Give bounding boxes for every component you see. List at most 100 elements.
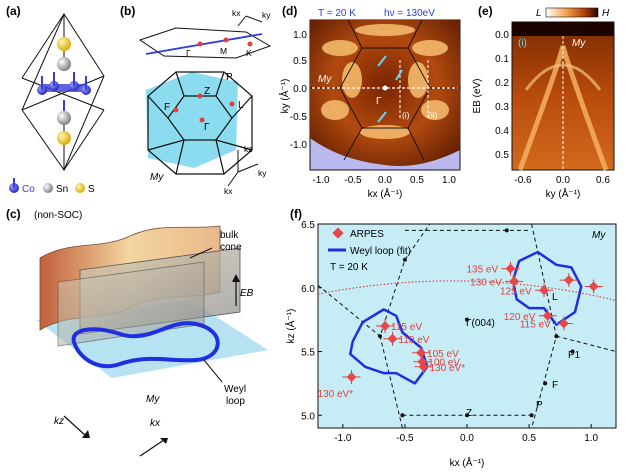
panel-a-label: (a)	[6, 4, 21, 18]
sn-atom-icon	[43, 183, 53, 193]
panel-a: (a) Co	[6, 4, 105, 195]
svg-text:0.2: 0.2	[495, 78, 509, 89]
c-kz-axis: kz	[54, 416, 64, 427]
panel-c: (c) (non-SOC) EB bulk cone Weyl loop My …	[6, 207, 268, 457]
svg-text:0.3: 0.3	[495, 102, 509, 113]
legend-sn: Sn	[56, 184, 68, 195]
f-energy-label: 105 eV	[427, 349, 459, 360]
f-legend-arpes: ARPES	[350, 229, 384, 240]
c-loop-label: loop	[226, 396, 245, 407]
svg-text:-0.5: -0.5	[344, 175, 362, 186]
f-ytick-label: 6.0	[301, 284, 315, 295]
panel-b: (b) Γ M K kx ky	[120, 4, 271, 196]
d-temperature: T = 20 K	[318, 8, 356, 19]
b-gamma-top: Γ	[186, 48, 191, 58]
s-atom-icon	[75, 183, 85, 193]
svg-text:0.5: 0.5	[495, 150, 509, 161]
f-kz-curve	[317, 280, 617, 302]
legend-co: Co	[22, 184, 35, 195]
f-bz-point-labels: L Γ(004) P1 F Z P	[466, 292, 581, 419]
b-ky-top: ky	[262, 10, 271, 20]
svg-text:0.0: 0.0	[293, 84, 307, 95]
f-arpes-point	[387, 333, 398, 344]
svg-text:-0.6: -0.6	[514, 175, 532, 186]
f-arpes-point	[539, 285, 549, 296]
svg-text:0.0: 0.0	[378, 175, 392, 186]
f-energy-label: 100 eV	[428, 358, 460, 369]
e-plane-label: My	[572, 38, 586, 49]
b-z-point: Z	[204, 86, 210, 97]
b-ky-axis: ky	[258, 168, 267, 178]
atoms	[37, 37, 91, 145]
f-ylabel: kz (Å⁻¹)	[284, 309, 297, 344]
svg-text:0.5: 0.5	[293, 56, 307, 67]
c-kx-axis: kx	[150, 418, 161, 429]
d-photon-energy: hν = 130eV	[384, 8, 435, 19]
b-kx-top: kx	[232, 8, 241, 18]
f-ytick-label: 5.5	[301, 348, 315, 359]
svg-text:Z: Z	[466, 408, 472, 419]
f-xtick-label: 0.0	[460, 433, 474, 444]
b-kz-axis: kz	[244, 144, 253, 154]
hexagon-top: Γ M K kx ky	[138, 8, 271, 59]
panel-e: (e) L H (i) My 0.0 0.1 0.2 0.3 0.4 0.5 -…	[472, 4, 615, 200]
f-arpes-point	[542, 310, 553, 321]
c-bulk-label: bulk	[220, 230, 239, 241]
svg-text:0.1: 0.1	[495, 54, 509, 65]
d-xlabel: kx (Å⁻¹)	[368, 187, 403, 200]
e-yticks: 0.0 0.1 0.2 0.3 0.4 0.5	[495, 30, 509, 161]
f-xtick-label: 1.0	[584, 433, 598, 444]
svg-text:P1: P1	[568, 350, 581, 361]
b-k-point: K	[246, 48, 252, 58]
e-xlabel: ky (Å⁻¹)	[546, 187, 581, 200]
f-energy-label: 115 eV	[520, 319, 551, 330]
e-cbar-low: L	[536, 8, 542, 19]
panel-d-label: (d)	[282, 4, 297, 18]
panel-c-label: (c)	[6, 207, 21, 221]
f-temperature: T = 20 K	[330, 262, 368, 273]
svg-text:-0.5: -0.5	[290, 112, 308, 123]
legend-s: S	[88, 184, 95, 195]
svg-text:0.5: 0.5	[410, 175, 424, 186]
f-ytick-label: 6.5	[301, 220, 315, 231]
b-gamma-point: Γ	[204, 122, 210, 133]
e-colorbar	[545, 7, 599, 18]
svg-text:0.4: 0.4	[495, 126, 509, 137]
d-fermi-map	[310, 20, 460, 166]
c-energy-label: EB	[240, 288, 254, 299]
panel-f-label: (f)	[290, 207, 302, 221]
d-xticks: -1.0 -0.5 0.0 0.5 1.0	[312, 175, 456, 186]
f-energy-label: 115 eV	[391, 322, 422, 333]
f-arpes-point	[346, 372, 357, 382]
d-cut-ii: (ii)	[428, 110, 438, 120]
f-arpes-point	[509, 276, 520, 287]
svg-text:-1.0: -1.0	[312, 175, 330, 186]
b-kx-axis: kx	[224, 186, 233, 196]
b-f-point: F	[164, 102, 170, 113]
svg-text:L: L	[552, 292, 558, 303]
f-energy-label: 130 eV*	[430, 363, 466, 374]
f-arpes-point	[418, 361, 429, 372]
f-legend-arpes-icon	[332, 227, 344, 239]
e-cbar-high: H	[602, 8, 610, 19]
c-weyl-label: Weyl	[224, 384, 246, 395]
c-cone-label: cone	[220, 242, 242, 253]
svg-text:P: P	[536, 400, 543, 411]
f-ticks: -1.0 -0.5 0.0 0.5 1.0 6.5 6.0 5.5 5.0	[301, 220, 598, 444]
f-xlabel: kx (Å⁻¹)	[450, 456, 485, 469]
e-ylabel: EB (eV)	[472, 78, 483, 113]
f-legend-fit: Weyl loop (fit)	[350, 246, 411, 257]
b-m-point: M	[220, 46, 227, 56]
f-ytick-label: 5.0	[301, 411, 315, 422]
f-energy-label: 125 eV	[500, 286, 532, 297]
f-xtick-label: -0.5	[396, 433, 414, 444]
c-non-soc: (non-SOC)	[34, 210, 82, 221]
f-energy-label: 110 eV	[399, 335, 430, 346]
d-map-features	[321, 24, 449, 139]
svg-text:Γ(004): Γ(004)	[466, 318, 495, 329]
b-l-point: L	[238, 100, 244, 111]
svg-text:0.0: 0.0	[495, 30, 509, 41]
